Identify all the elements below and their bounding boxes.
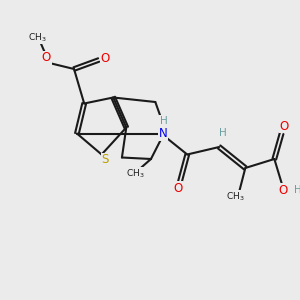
Text: CH$_3$: CH$_3$ — [28, 31, 47, 44]
Text: O: O — [100, 52, 110, 65]
Text: H: H — [294, 184, 300, 195]
Text: CH$_3$: CH$_3$ — [226, 190, 244, 203]
Text: O: O — [279, 119, 289, 133]
Text: CH$_3$: CH$_3$ — [126, 168, 144, 180]
Text: O: O — [278, 184, 288, 197]
Text: H: H — [160, 116, 167, 126]
Text: O: O — [42, 51, 51, 64]
Text: O: O — [173, 182, 182, 195]
Text: S: S — [102, 153, 109, 167]
Text: N: N — [159, 127, 168, 140]
Text: H: H — [219, 128, 226, 139]
